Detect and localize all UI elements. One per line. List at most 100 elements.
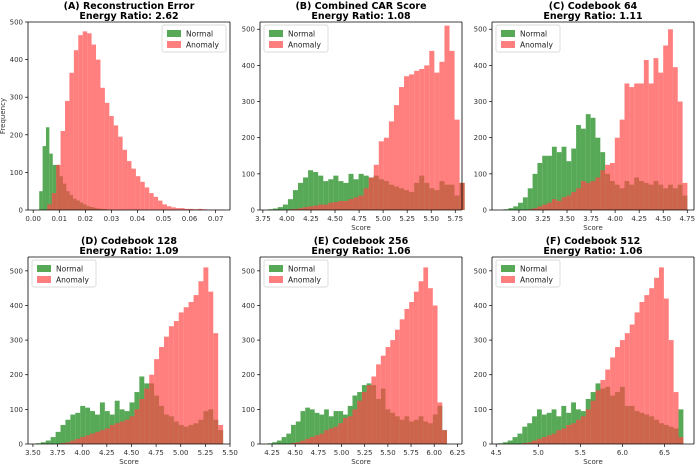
hist-bar-anomaly (428, 288, 433, 444)
hist-bar-anomaly (373, 164, 379, 210)
y-tick-label: 300 (10, 337, 23, 345)
hist-bar-normal (295, 421, 301, 444)
x-tick-label: 3.75 (50, 449, 66, 457)
x-tick-label: 4.50 (287, 449, 303, 457)
hist-bar-normal (556, 152, 562, 210)
hist-bar-anomaly (338, 423, 344, 444)
hist-bar-anomaly (542, 204, 548, 210)
hist-bar-anomaly (532, 440, 537, 444)
hist-bar-anomaly (193, 295, 199, 444)
legend-label-anomaly: Anomaly (288, 41, 321, 50)
x-tick-label: 5.5 (575, 449, 586, 457)
hist-bar-anomaly (383, 137, 389, 210)
x-tick-label: 4.75 (351, 215, 367, 223)
x-tick-label: 5.75 (403, 449, 419, 457)
hist-bar-normal (551, 409, 557, 444)
hist-bar-anomaly (291, 442, 296, 444)
hist-bar-anomaly (298, 208, 304, 210)
hist-bar-anomaly (580, 181, 586, 210)
hist-bar-anomaly (595, 177, 601, 210)
hist-bar-anomaly (119, 421, 125, 444)
hist-bar-anomaly (153, 196, 159, 210)
hist-bar-normal (580, 128, 586, 210)
hist-bar-anomaly (300, 440, 306, 444)
y-tick-label: 100 (242, 406, 255, 414)
hist-bar-anomaly (104, 102, 110, 210)
y-axis-label: Frequency (0, 98, 7, 134)
hist-bar-anomaly (449, 50, 455, 210)
hist-bar-normal (282, 204, 288, 210)
x-tick-label: 3.00 (511, 215, 527, 223)
hist-bar-anomaly (343, 418, 348, 444)
hist-bar-anomaly (619, 340, 625, 444)
x-axis-label: Score (351, 224, 371, 232)
hist-bar-anomaly (213, 333, 219, 444)
hist-bar-normal (507, 440, 513, 444)
hist-bar-anomaly (668, 340, 674, 444)
legend-label-anomaly: Anomaly (186, 41, 219, 50)
hist-bar-anomaly (404, 76, 410, 210)
hist-bar-anomaly (173, 321, 179, 444)
legend-label-normal: Normal (56, 265, 83, 274)
hist-bar-anomaly (368, 177, 374, 210)
legend-swatch-normal (269, 30, 283, 37)
chart-title: (E) Codebook 256 (314, 236, 409, 247)
hist-bar-anomaly (129, 416, 135, 444)
hist-bar-normal (52, 164, 57, 210)
hist-bar-normal (522, 426, 528, 444)
hist-bar-anomaly (404, 308, 410, 444)
legend-swatch-normal (167, 30, 181, 37)
hist-bar-anomaly (353, 197, 359, 210)
hist-bar-anomaly (149, 193, 154, 210)
hist-bar-normal (595, 137, 601, 210)
hist-bar-anomaly (585, 182, 591, 210)
hist-bar-anomaly (590, 181, 596, 210)
panel-b: 3.75 4.00 4.25 4.50 4.75 5.00 5.25 5.50 5.75 0 100… (242, 1, 465, 232)
hist-bar-normal (276, 440, 282, 444)
hist-bar-normal (281, 437, 287, 444)
hist-bar-anomaly (442, 430, 447, 444)
y-tick-label: 500 (474, 26, 487, 34)
hist-bar-anomaly (218, 424, 224, 444)
hist-bar-normal (104, 411, 110, 444)
hist-bar-anomaly (419, 69, 425, 210)
hist-bar-anomaly (118, 136, 123, 210)
hist-bar-normal (305, 407, 310, 444)
hist-bar-normal (328, 179, 334, 210)
hist-bar-anomaly (109, 424, 115, 444)
hist-bar-normal (70, 414, 76, 444)
hist-bar-anomaly (163, 336, 169, 444)
hist-bar-anomaly (78, 35, 83, 210)
hist-bar-normal (502, 442, 508, 444)
legend: Normal Anomaly (263, 24, 329, 53)
x-tick-label: 3.75 (255, 215, 271, 223)
hist-bar-anomaly (127, 161, 132, 210)
y-tick-label: 500 (10, 19, 23, 27)
x-tick-label: 0.00 (25, 215, 41, 223)
hist-bar-anomaly (363, 188, 369, 210)
hist-bar-normal (678, 409, 684, 444)
hist-bar-anomaly (610, 357, 616, 444)
x-tick-label: 4.25 (99, 449, 115, 457)
hist-bar-anomaly (366, 385, 372, 444)
hist-bar-anomaly (175, 208, 181, 210)
y-tick-label: 400 (474, 62, 487, 70)
hist-bar-anomaly (566, 424, 572, 444)
legend: Normal Anomaly (263, 259, 329, 288)
hist-bar-normal (527, 188, 533, 210)
y-tick-label: 100 (474, 170, 487, 178)
hist-bar-normal (542, 155, 548, 210)
panel-f: 4.5 5.0 5.5 6.0 6.5 0 100 200 300 400 500 (F) Codeb… (474, 236, 695, 464)
hist-bar-normal (343, 182, 349, 210)
x-tick-label: 4.50 (655, 215, 671, 223)
y-tick-label: 200 (242, 134, 255, 142)
hist-bar-anomaly (91, 44, 97, 211)
hist-bar-anomaly (629, 324, 635, 444)
legend-label-normal: Normal (186, 30, 213, 39)
x-tick-label: 5.00 (375, 215, 391, 223)
hist-bar-normal (532, 416, 537, 444)
hist-bar-anomaly (109, 116, 114, 210)
hist-bar-normal (522, 197, 528, 210)
hist-bar-anomaly (605, 164, 610, 210)
panel-d: 3.50 3.75 4.00 4.25 4.50 4.75 5.00 5.25 5.50 0 100… (10, 236, 238, 464)
